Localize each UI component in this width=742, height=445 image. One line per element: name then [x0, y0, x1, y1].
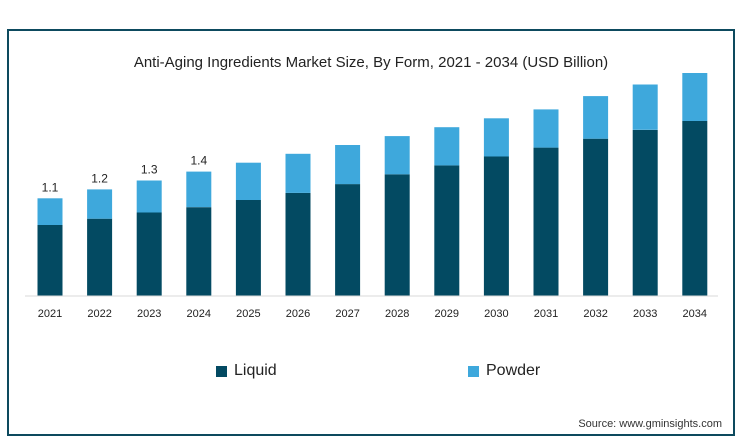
bar-liquid-2031 [533, 147, 559, 296]
bar-powder-2033 [632, 84, 658, 130]
x-tick-2032: 2032 [583, 308, 607, 320]
bar-powder-2030 [483, 118, 509, 157]
legend-label-powder: Powder [486, 362, 541, 379]
x-tick-2033: 2033 [633, 308, 657, 320]
source-note: Source: www.gminsights.com [578, 418, 722, 430]
bar-powder-2029 [434, 127, 460, 166]
x-tick-2024: 2024 [187, 308, 211, 320]
x-tick-2023: 2023 [137, 308, 161, 320]
bar-powder-2027 [335, 145, 361, 185]
x-tick-2021: 2021 [38, 308, 62, 320]
legend-label-liquid: Liquid [234, 362, 277, 379]
chart-frame [7, 29, 735, 436]
data-labels: 1.1 1.2 1.3 1.4 [42, 154, 208, 195]
bar-liquid-2033 [632, 129, 658, 296]
bar-powder-2034 [682, 73, 708, 121]
x-tick-2029: 2029 [435, 308, 459, 320]
x-tick-2034: 2034 [683, 308, 707, 320]
bar-liquid-2021 [37, 224, 63, 296]
bar-liquid-2025 [235, 200, 261, 296]
bar-liquid-2027 [335, 184, 361, 296]
bar-liquid-2026 [285, 192, 311, 296]
x-tick-2028: 2028 [385, 308, 409, 320]
bars-group [37, 73, 708, 296]
bar-liquid-2028 [384, 174, 410, 296]
bar-powder-2023 [136, 180, 162, 213]
x-tick-2026: 2026 [286, 308, 310, 320]
bar-liquid-2024 [186, 207, 212, 296]
bar-powder-2031 [533, 109, 559, 148]
bar-powder-2022 [87, 189, 113, 219]
x-tick-2031: 2031 [534, 308, 558, 320]
bar-powder-2024 [186, 171, 212, 208]
x-tick-2030: 2030 [484, 308, 508, 320]
legend-item-liquid: Liquid [216, 362, 277, 380]
legend-item-powder: Powder [468, 362, 540, 380]
chart-title: Anti-Aging Ingredients Market Size, By F… [133, 54, 609, 71]
bar-powder-2026 [285, 153, 311, 193]
bar-powder-2032 [583, 96, 609, 139]
x-tick-2027: 2027 [335, 308, 359, 320]
bar-powder-2021 [37, 198, 63, 225]
bar-liquid-2029 [434, 165, 460, 296]
bar-powder-2025 [235, 162, 261, 200]
bar-liquid-2022 [87, 218, 113, 296]
x-tick-2025: 2025 [236, 308, 260, 320]
data-label-2022: 1.2 [91, 171, 108, 185]
data-label-2024: 1.4 [190, 154, 207, 168]
bar-liquid-2030 [483, 156, 509, 296]
x-tick-labels: 2021 2022 2023 2024 2025 2026 2027 2028 2029 2030… [38, 308, 707, 320]
bar-liquid-2032 [583, 138, 609, 296]
bar-liquid-2023 [136, 212, 162, 296]
legend-swatch-liquid [216, 365, 227, 377]
x-tick-2022: 2022 [87, 308, 111, 320]
legend-swatch-powder [468, 365, 479, 377]
bar-powder-2028 [384, 136, 410, 175]
data-label-2023: 1.3 [141, 163, 158, 177]
bar-liquid-2034 [682, 121, 708, 296]
data-label-2021: 1.1 [42, 180, 59, 194]
